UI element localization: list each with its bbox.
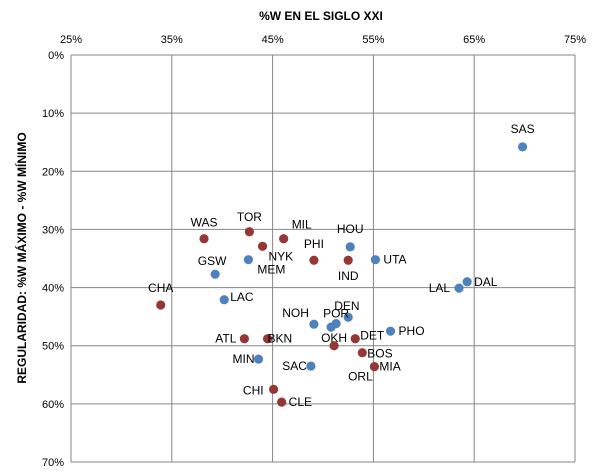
x-tick-label: 75% [564, 34, 586, 46]
point-ind [343, 255, 353, 265]
y-tick-label: 60% [42, 399, 64, 411]
point-bkn [262, 334, 273, 344]
point-label: SAC [282, 359, 307, 373]
point-hou [345, 242, 355, 252]
point-sas [517, 142, 528, 152]
point-label: DEN [334, 299, 359, 313]
point-lac [219, 295, 229, 305]
point-det [350, 334, 360, 344]
point-phi [309, 255, 319, 265]
y-tick-label: 10% [42, 108, 64, 120]
point-den [343, 312, 353, 322]
point-label: HOU [337, 222, 364, 236]
point-nyk [257, 241, 268, 251]
gridlines [70, 54, 576, 463]
point-label: DET [360, 329, 385, 343]
point-mia [369, 362, 380, 372]
x-tick-label: 55% [362, 34, 384, 46]
data-points [156, 142, 528, 407]
y-tick-label: 20% [42, 166, 64, 178]
point-label: ATL [215, 332, 236, 346]
x-tick-label: 35% [161, 34, 183, 46]
point-tor [244, 227, 255, 237]
x-tick-label: 65% [463, 34, 485, 46]
point-cha [156, 300, 166, 310]
y-tick-label: 0% [48, 50, 64, 62]
point-label: LAL [429, 281, 451, 295]
point-label: WAS [191, 216, 218, 230]
point-label: POR [323, 307, 349, 321]
point-label: MIL [292, 218, 312, 232]
point-label: CHI [243, 383, 264, 397]
point-label: PHI [304, 237, 324, 251]
point-was [199, 234, 209, 244]
y-tick-labels: 0% 10% 20% 30% 40% 50% 60% 70% [42, 50, 64, 469]
point-atl [239, 334, 249, 344]
point-label: MIA [379, 360, 400, 374]
point-lal [454, 283, 464, 293]
point-label: BOS [367, 347, 392, 361]
point-chi [269, 384, 279, 394]
point-label: IND [338, 269, 359, 283]
y-tick-label: 70% [42, 457, 64, 469]
point-uta [370, 255, 381, 265]
point-label: NOH [282, 306, 309, 320]
point-orl [329, 341, 339, 351]
x-tick-labels: 25% 35% 45% 55% 65% 75% [60, 34, 586, 46]
point-label: NYK [269, 249, 294, 263]
point-label: CHA [148, 281, 173, 295]
point-label: PHO [399, 324, 425, 338]
y-tick-label: 30% [42, 224, 64, 236]
point-label: MIN [232, 352, 254, 366]
x-tick-label: 45% [262, 34, 284, 46]
point-label: TOR [237, 210, 262, 224]
point-dal [462, 277, 472, 287]
point-label: BKN [268, 332, 293, 346]
point-noh [309, 319, 319, 329]
point-label: OKH [321, 331, 347, 345]
point-gsw [210, 269, 220, 279]
x-axis-title: %W EN EL SIGLO XXI [259, 9, 383, 23]
point-mem [243, 255, 254, 265]
point-label: SAS [511, 122, 535, 136]
point-pho [385, 326, 396, 336]
point-bos [357, 348, 367, 358]
point-min [253, 354, 264, 364]
point-label: MEM [257, 263, 285, 277]
point-label: CLE [289, 395, 312, 409]
point-cle [277, 397, 287, 407]
point-okh [326, 322, 336, 332]
point-label: UTA [383, 253, 406, 267]
y-axis-title: REGULARIDAD: %W MÁXIMO - %W MÍNIMO [14, 132, 29, 383]
point-label: ORL [348, 370, 373, 384]
y-tick-label: 40% [42, 283, 64, 295]
point-label: DAL [474, 275, 498, 289]
point-sac [306, 361, 316, 371]
x-tick-label: 25% [60, 34, 82, 46]
y-tick-label: 50% [42, 341, 64, 353]
point-label: GSW [198, 254, 227, 268]
point-mil [279, 234, 289, 244]
point-label: LAC [230, 290, 254, 304]
